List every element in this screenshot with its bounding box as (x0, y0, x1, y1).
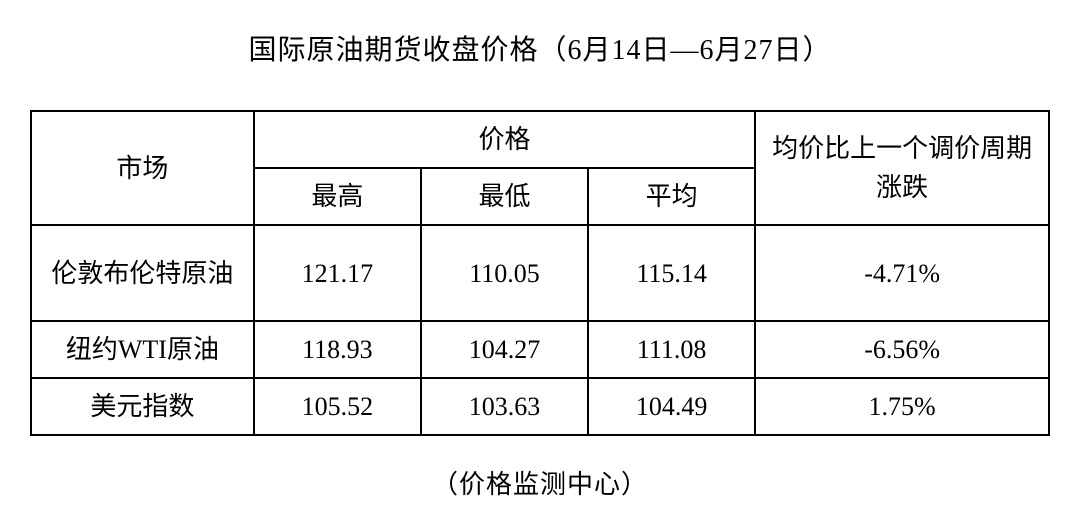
cell-high: 121.17 (254, 225, 421, 321)
cell-high: 105.52 (254, 378, 421, 435)
header-row-1: 市场 价格 均价比上一个调价周期涨跌 (31, 111, 1049, 168)
cell-high: 118.93 (254, 321, 421, 378)
table-container: 市场 价格 均价比上一个调价周期涨跌 最高 最低 平均 伦敦布伦特原油 121.… (0, 110, 1080, 436)
cell-avg: 104.49 (588, 378, 755, 435)
cell-avg: 115.14 (588, 225, 755, 321)
table-row: 美元指数 105.52 103.63 104.49 1.75% (31, 378, 1049, 435)
footer-note: （价格监测中心） (0, 464, 1080, 501)
cell-change: -4.71% (755, 225, 1049, 321)
cell-low: 103.63 (421, 378, 588, 435)
cell-low: 104.27 (421, 321, 588, 378)
cell-change: -6.56% (755, 321, 1049, 378)
cell-avg: 111.08 (588, 321, 755, 378)
header-high: 最高 (254, 168, 421, 225)
cell-market: 纽约WTI原油 (31, 321, 254, 378)
cell-change: 1.75% (755, 378, 1049, 435)
cell-market: 美元指数 (31, 378, 254, 435)
cell-market: 伦敦布伦特原油 (31, 225, 254, 321)
header-market: 市场 (31, 111, 254, 225)
cell-low: 110.05 (421, 225, 588, 321)
page-title: 国际原油期货收盘价格（6月14日—6月27日） (0, 28, 1080, 68)
header-change: 均价比上一个调价周期涨跌 (755, 111, 1049, 225)
header-low: 最低 (421, 168, 588, 225)
price-table: 市场 价格 均价比上一个调价周期涨跌 最高 最低 平均 伦敦布伦特原油 121.… (30, 110, 1050, 436)
table-row: 纽约WTI原油 118.93 104.27 111.08 -6.56% (31, 321, 1049, 378)
header-avg: 平均 (588, 168, 755, 225)
table-row: 伦敦布伦特原油 121.17 110.05 115.14 -4.71% (31, 225, 1049, 321)
header-price-group: 价格 (254, 111, 755, 168)
